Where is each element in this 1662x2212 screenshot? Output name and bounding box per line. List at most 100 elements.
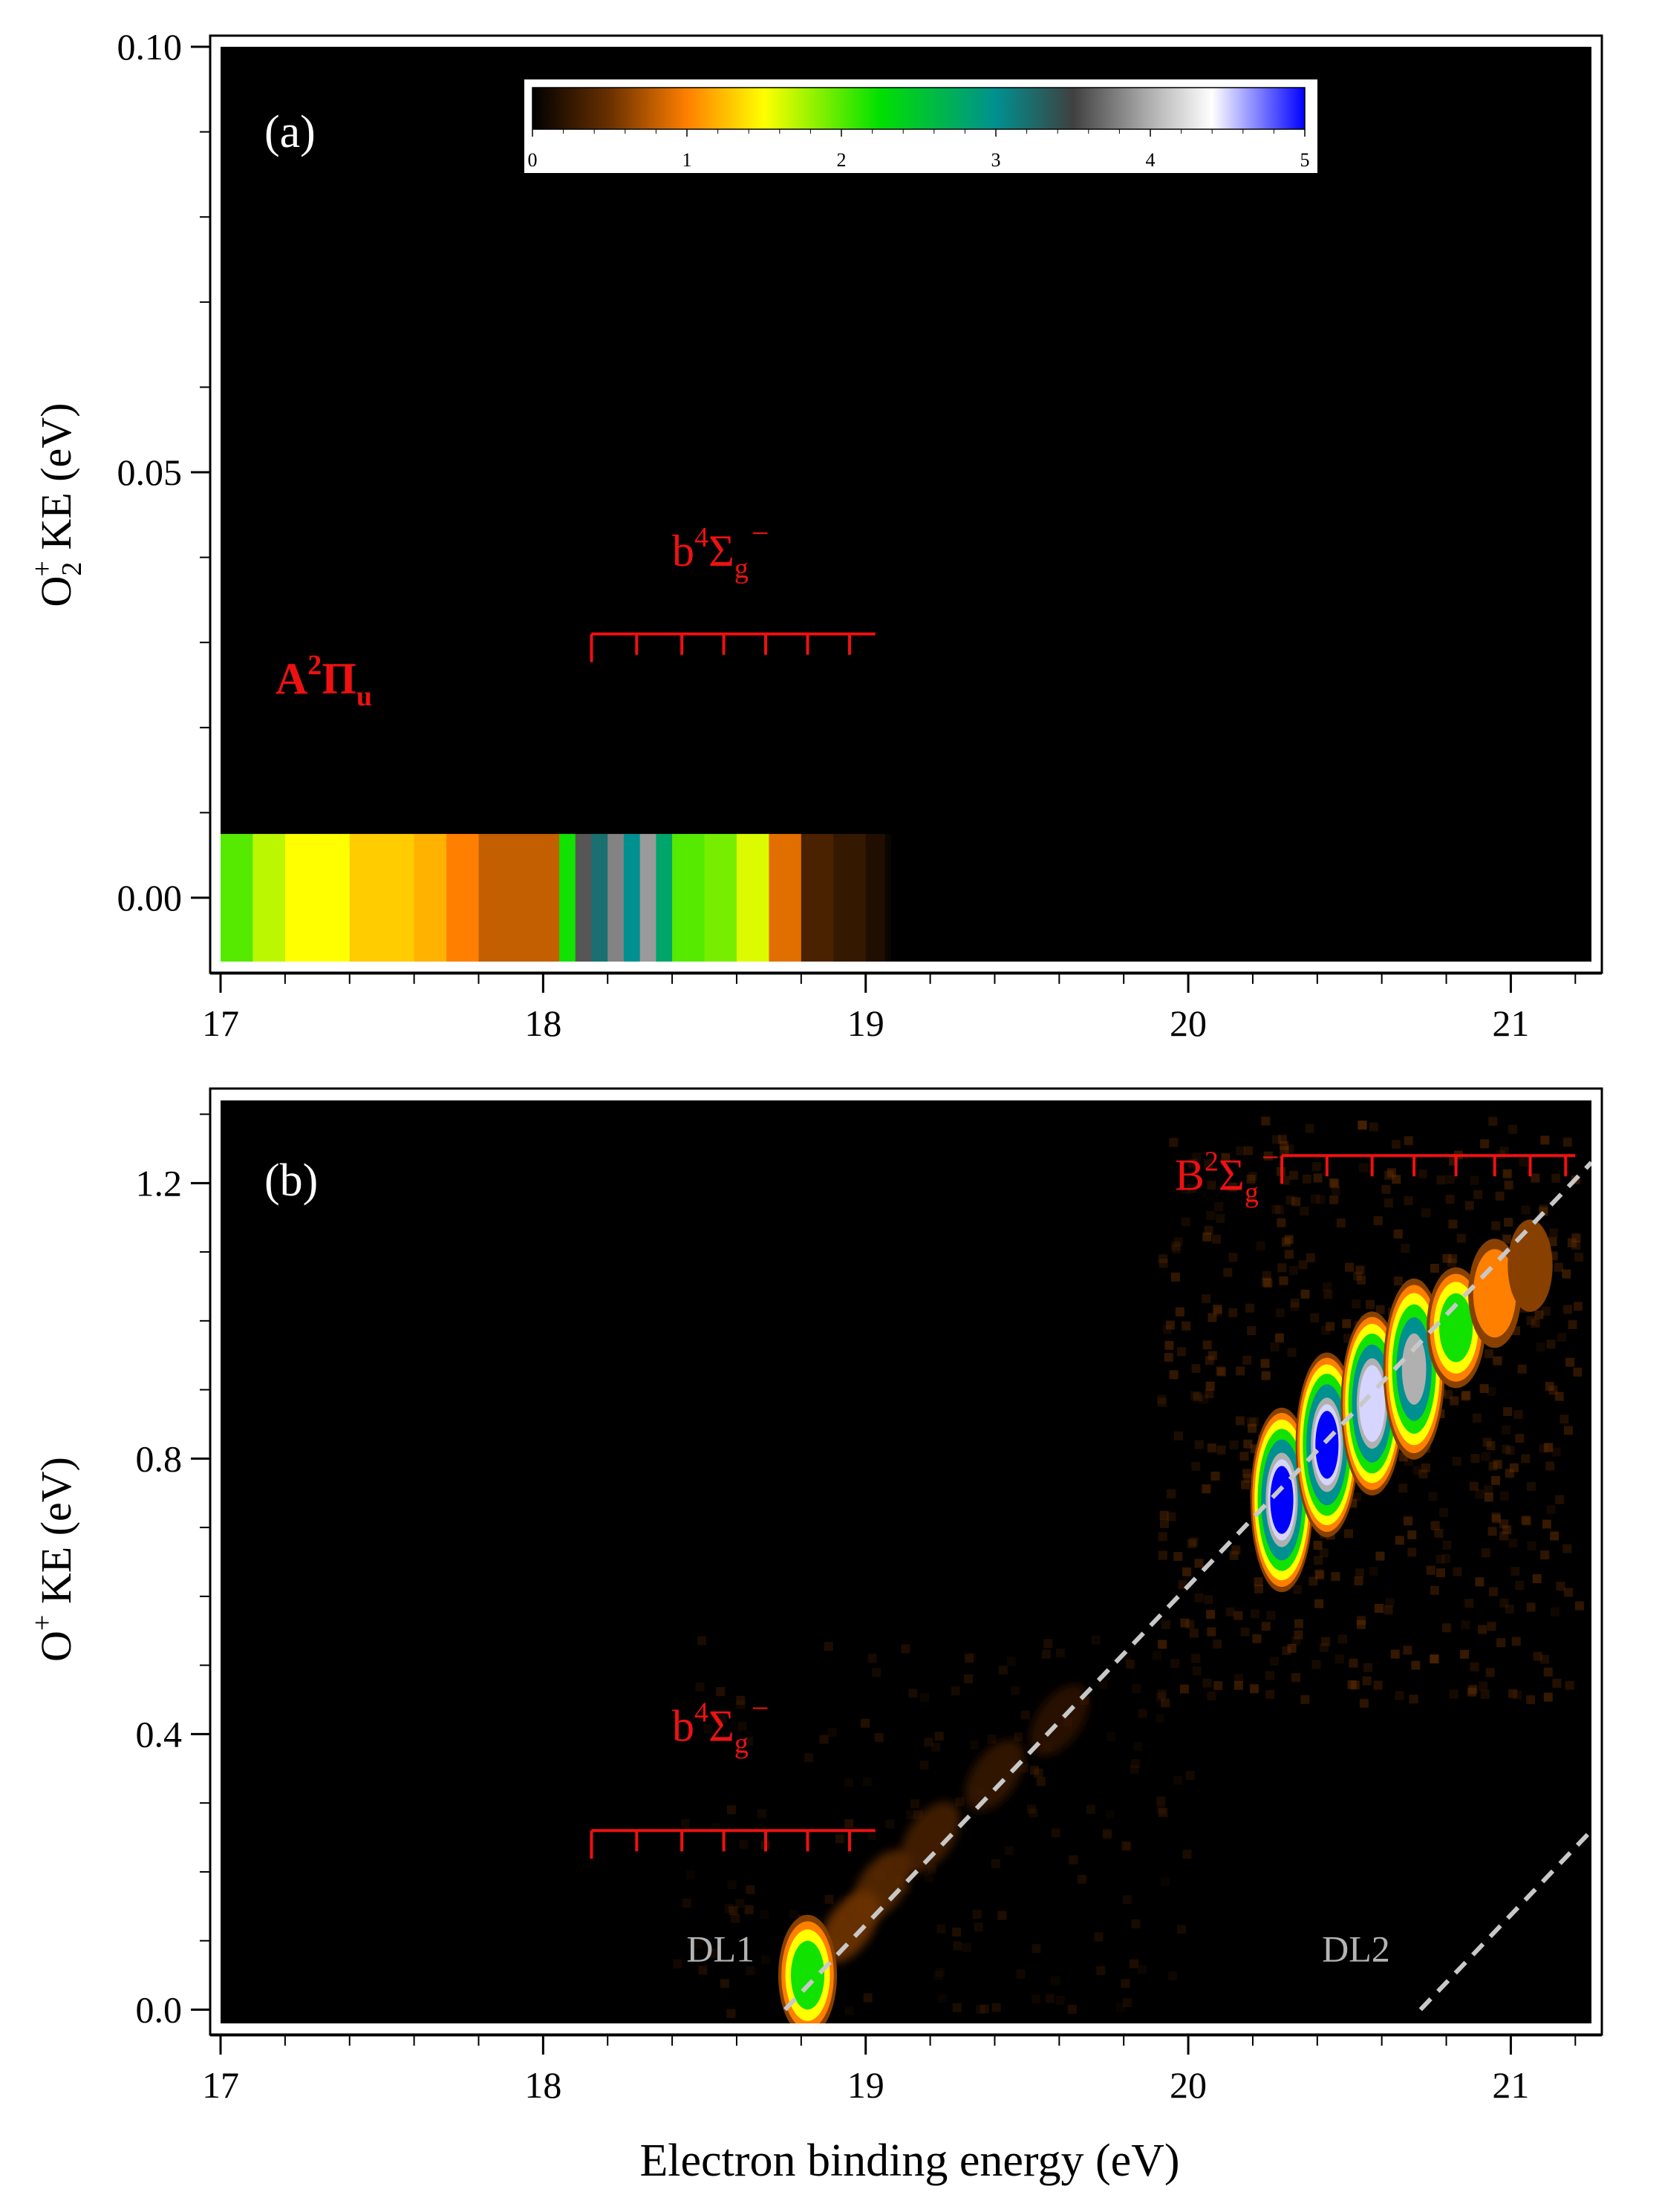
noise-pixel <box>1167 1489 1176 1498</box>
colorbar-tick-label: 1 <box>682 149 692 171</box>
noise-pixel <box>1430 1263 1439 1273</box>
noise-pixel <box>1554 1392 1564 1401</box>
noise-pixel <box>1508 1539 1518 1548</box>
noise-pixel <box>1172 1244 1182 1253</box>
noise-pixel <box>1234 1680 1243 1690</box>
panel-a-x-axis: 17 18 19 20 21 <box>202 972 1602 1044</box>
noise-pixel <box>1450 1396 1459 1406</box>
panel-b-y-axis: 0.0 0.4 0.8 1.2 <box>136 1100 212 2035</box>
noise-pixel <box>1464 1599 1474 1608</box>
noise-pixel <box>1381 1184 1391 1194</box>
noise-pixel <box>1156 1796 1166 1806</box>
noise-pixel <box>1550 1531 1560 1541</box>
noise-pixel <box>1479 1384 1489 1394</box>
noise-pixel <box>1555 1495 1565 1504</box>
noise-pixel <box>1499 1519 1509 1529</box>
noise-pixel <box>735 1899 745 1908</box>
noise-pixel <box>1185 1619 1195 1629</box>
colorbar-tick-label: 5 <box>1300 149 1310 171</box>
noise-pixel <box>1265 1689 1275 1699</box>
band-cell <box>414 834 447 962</box>
noise-pixel <box>955 1797 965 1807</box>
noise-pixel <box>1565 1680 1574 1690</box>
noise-pixel <box>1526 1316 1536 1325</box>
panel-a-y-tick-label: 0.10 <box>117 26 183 68</box>
noise-pixel <box>1305 1123 1314 1133</box>
noise-pixel <box>827 1727 837 1737</box>
noise-pixel <box>1336 1218 1346 1228</box>
streak-blob <box>1029 1684 1089 1757</box>
panel-b-state-symbol: Σ <box>1219 1151 1245 1200</box>
dashed-line-label: DL2 <box>1322 1928 1390 1970</box>
noise-pixel <box>1180 1184 1190 1194</box>
noise-pixel <box>1239 1452 1249 1461</box>
noise-pixel <box>974 1922 983 1932</box>
noise-pixel <box>1202 1678 1212 1688</box>
noise-pixel <box>1302 1174 1311 1184</box>
noise-pixel <box>1526 1481 1536 1491</box>
band-cell <box>769 834 802 962</box>
panel-a-y-tick-label: 0.05 <box>117 451 183 493</box>
noise-pixel <box>1026 1804 1036 1814</box>
noise-pixel <box>1468 1685 1478 1694</box>
noise-pixel <box>1369 1122 1378 1132</box>
noise-pixel <box>1472 1413 1482 1423</box>
noise-pixel <box>1138 1709 1147 1718</box>
panel-b-state-tail: − <box>752 1692 769 1726</box>
noise-pixel <box>1502 1425 1511 1435</box>
noise-pixel <box>1194 1593 1204 1602</box>
noise-pixel <box>1504 1217 1513 1227</box>
noise-pixel <box>1271 1135 1281 1144</box>
noise-pixel <box>1162 1325 1172 1334</box>
noise-pixel <box>1502 1444 1511 1454</box>
noise-pixel <box>1448 1254 1458 1264</box>
noise-pixel <box>1355 1568 1365 1578</box>
panel-a-state-sup: 2 <box>307 650 322 681</box>
noise-pixel <box>1157 1397 1167 1407</box>
noise-pixel <box>1491 1514 1501 1524</box>
noise-pixel <box>1331 1572 1340 1582</box>
noise-pixel <box>1321 1637 1331 1646</box>
noise-pixel <box>1045 1994 1055 2003</box>
noise-pixel <box>1161 1619 1171 1629</box>
noise-pixel <box>1277 1263 1287 1273</box>
panel-b-blobs <box>778 1219 1553 2023</box>
noise-pixel <box>1212 1234 1222 1244</box>
panel-a-label: (a) <box>264 107 316 157</box>
noise-pixel <box>1158 1808 1168 1818</box>
noise-pixel <box>1533 1651 1542 1661</box>
noise-pixel <box>908 1689 918 1698</box>
heat-blob <box>1315 1411 1339 1479</box>
noise-pixel <box>1449 1689 1459 1699</box>
noise-pixel <box>1280 1141 1289 1150</box>
noise-pixel <box>1430 1521 1440 1530</box>
noise-pixel <box>1430 1654 1439 1664</box>
noise-pixel <box>1205 1389 1214 1399</box>
noise-pixel <box>1271 1204 1281 1214</box>
noise-pixel <box>1473 1190 1483 1199</box>
panel-a-state-sub: u <box>356 681 372 712</box>
noise-pixel <box>1248 1423 1257 1433</box>
noise-pixel <box>685 1870 695 1880</box>
noise-pixel <box>1464 1201 1474 1210</box>
noise-pixel <box>1560 1415 1569 1424</box>
noise-pixel <box>1488 1587 1498 1596</box>
noise-pixel <box>1199 1394 1208 1404</box>
band-cell <box>221 834 253 962</box>
noise-pixel <box>1508 1125 1517 1135</box>
noise-pixel <box>1526 1695 1536 1705</box>
noise-pixel <box>1182 1321 1191 1331</box>
noise-pixel <box>1207 1443 1216 1452</box>
noise-pixel <box>1032 1994 1041 2004</box>
noise-pixel <box>862 1777 872 1787</box>
noise-pixel <box>1032 1944 1041 1954</box>
noise-pixel <box>1562 1544 1572 1553</box>
noise-pixel <box>1574 1252 1584 1262</box>
noise-pixel <box>1167 1512 1176 1521</box>
noise-pixel <box>720 1979 729 1988</box>
noise-pixel <box>1545 1461 1555 1471</box>
noise-pixel <box>731 1914 740 1923</box>
heat-blob <box>790 1940 825 2010</box>
colorbar-tick-label: 4 <box>1146 149 1156 171</box>
noise-pixel <box>1290 1302 1300 1311</box>
